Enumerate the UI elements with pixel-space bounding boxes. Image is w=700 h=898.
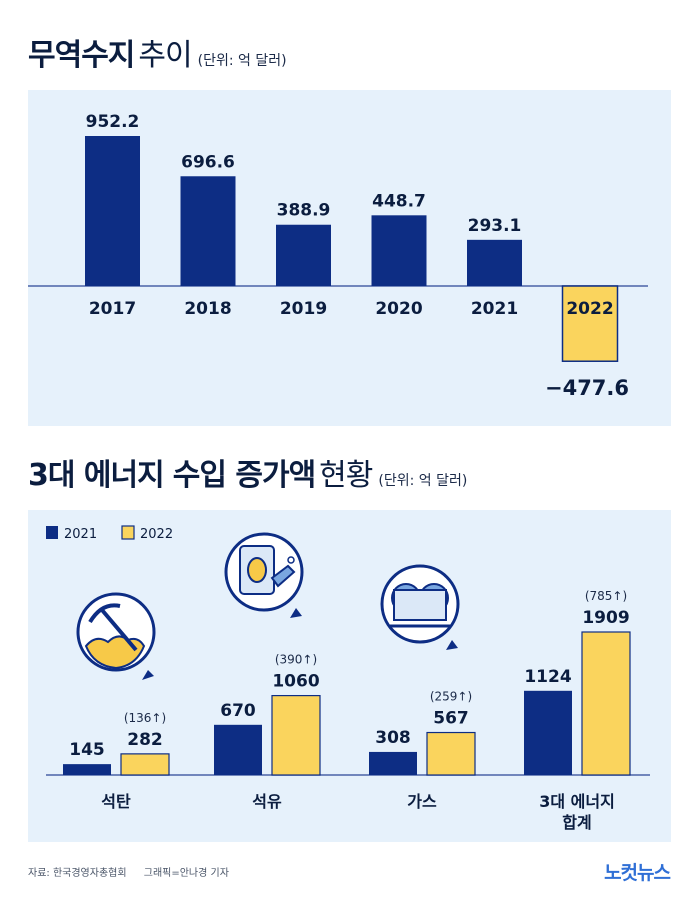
bar-2021-2 xyxy=(369,751,417,775)
bar-2022-1 xyxy=(271,694,321,776)
x-tick-label-2017: 2017 xyxy=(89,299,136,319)
x-tick-label-3: 3대 에너지 합계 xyxy=(539,792,615,832)
x-tick-label-1: 석유 xyxy=(252,792,282,811)
chart2-title-part1: 3대 에너지 xyxy=(28,458,165,493)
x-tick-label-2019: 2019 xyxy=(280,299,327,319)
data-label-2022-1: 1060 xyxy=(272,672,319,692)
legend-label-2021: 2021 xyxy=(64,527,97,542)
bar-2021-1 xyxy=(214,724,262,775)
bar-2021-3 xyxy=(524,690,572,775)
bar-2018 xyxy=(180,176,236,286)
increase-label-3: (785↑) xyxy=(585,589,627,603)
gas-tank-icon xyxy=(380,564,460,650)
footer-credits: 자료: 한국경영자총협회 그래픽=안나경 기자 xyxy=(28,864,229,879)
data-label-2020: 448.7 xyxy=(372,191,426,211)
data-label-2022-3: 1909 xyxy=(582,608,629,628)
bar-2021-0 xyxy=(63,764,111,775)
bar-2021 xyxy=(467,239,522,286)
energy-import-chart: 2021 2022 145 282 (136↑) 석탄 670 1060 (390↑) 석유 308… xyxy=(46,525,650,832)
chart2-title-highlight: 수입 증가액 xyxy=(172,450,316,494)
data-label-2021: 293.1 xyxy=(468,216,522,236)
data-label-2018: 696.6 xyxy=(181,152,235,172)
chart2-title-light: 현황 xyxy=(319,458,373,493)
x-tick-label-2: 가스 xyxy=(407,792,437,811)
x-tick-label-2022: 2022 xyxy=(566,299,613,319)
bar-2022-3 xyxy=(581,631,631,776)
bar-2022-0 xyxy=(120,753,170,776)
chart1-title-light: 추이 xyxy=(138,38,192,73)
x-tick-label-0: 석탄 xyxy=(101,792,131,811)
chart1-title: 무역수지 추이 (단위: 억 달러) xyxy=(28,30,287,74)
chart2-unit: (단위: 억 달러) xyxy=(378,473,468,489)
data-label-2022: −477.6 xyxy=(545,376,629,400)
data-label-2021-1: 670 xyxy=(220,701,256,721)
increase-label-0: (136↑) xyxy=(124,711,166,725)
legend-label-2022: 2022 xyxy=(140,527,173,542)
data-label-2021-0: 145 xyxy=(69,740,105,760)
trade-balance-chart: 952.2 2017 696.6 2018 388.9 2019 448.7 2020 293.… xyxy=(28,112,648,400)
bar-2022 xyxy=(561,285,619,362)
data-label-2022-2: 567 xyxy=(433,709,469,729)
increase-label-1: (390↑) xyxy=(275,653,317,667)
chart1-title-highlight: 무역수지 xyxy=(28,30,135,74)
x-tick-label-2018: 2018 xyxy=(184,299,231,319)
bar-2019 xyxy=(276,224,331,286)
chart2-panel: 2021 2022 145 282 (136↑) 석탄 670 1060 (390↑) 석유 308… xyxy=(28,510,671,842)
data-label-2021-2: 308 xyxy=(375,728,411,748)
legend-swatch-2021 xyxy=(46,526,58,539)
chart1-unit: (단위: 억 달러) xyxy=(197,53,287,69)
bar-2020 xyxy=(371,215,427,286)
data-label-2017: 952.2 xyxy=(86,112,140,132)
graphic-credit: 그래픽=안나경 기자 xyxy=(143,868,229,879)
data-label-2021-3: 1124 xyxy=(524,667,571,687)
chart2-title: 3대 에너지 수입 증가액 현황 (단위: 억 달러) xyxy=(28,450,467,494)
increase-label-2: (259↑) xyxy=(430,690,472,704)
legend-swatch-2022 xyxy=(121,525,135,540)
data-label-2022-0: 282 xyxy=(127,730,163,750)
x-tick-label-2021: 2021 xyxy=(471,299,518,319)
oil-barrel-icon xyxy=(224,532,304,618)
x-tick-label-2020: 2020 xyxy=(375,299,422,319)
coal-mining-icon xyxy=(76,592,156,680)
bar-2017 xyxy=(85,136,140,286)
bar-2022-2 xyxy=(426,731,476,776)
chart1-panel: 952.2 2017 696.6 2018 388.9 2019 448.7 2020 293.… xyxy=(28,90,671,426)
source-text: 자료: 한국경영자총협회 xyxy=(28,868,127,879)
brand-logo: 노컷뉴스 xyxy=(604,862,671,884)
data-label-2019: 388.9 xyxy=(277,201,331,221)
